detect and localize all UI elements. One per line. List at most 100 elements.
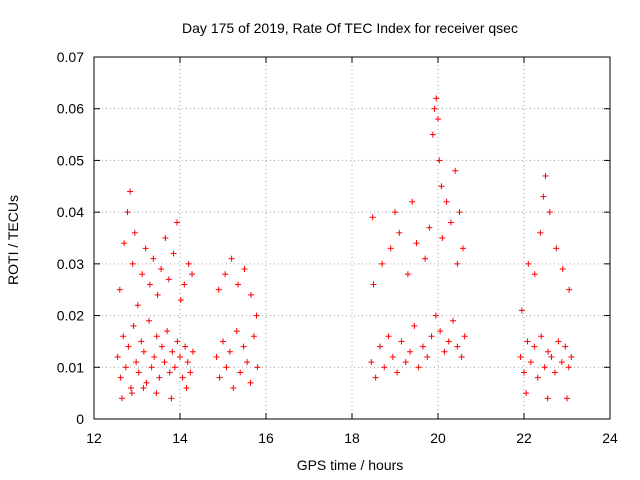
data-point — [379, 260, 386, 267]
data-point — [128, 390, 135, 397]
data-point — [555, 338, 562, 345]
data-point — [461, 333, 468, 340]
data-point — [562, 343, 569, 350]
y-tick-labels: 0 0.01 0.02 0.03 0.04 0.05 0.06 0.07 — [57, 49, 84, 427]
data-point — [253, 312, 260, 319]
x-tick-label: 16 — [258, 430, 274, 446]
data-point — [433, 95, 440, 102]
data-point — [116, 286, 123, 293]
chart-title: Day 175 of 2019, Rate Of TEC Index for r… — [182, 20, 518, 36]
y-tick-label: 0.03 — [57, 256, 84, 272]
data-point — [454, 343, 461, 350]
data-point — [402, 359, 409, 366]
data-point — [566, 286, 573, 293]
data-point — [134, 302, 141, 309]
data-point — [413, 240, 420, 247]
data-point — [521, 369, 527, 376]
data-point — [435, 116, 441, 123]
y-tick-label: 0.02 — [57, 308, 84, 324]
data-point — [370, 281, 377, 288]
data-point — [183, 384, 190, 391]
data-point — [429, 131, 436, 138]
data-point — [182, 343, 189, 350]
data-point — [140, 384, 147, 391]
data-point — [146, 281, 153, 288]
data-point — [381, 364, 388, 371]
x-tick-label: 20 — [430, 430, 446, 446]
y-tick-label: 0.01 — [57, 359, 84, 375]
data-point — [222, 271, 229, 278]
data-point — [127, 188, 134, 195]
data-point — [179, 374, 186, 381]
data-point — [456, 209, 463, 216]
data-point — [437, 328, 444, 335]
data-point — [565, 364, 572, 371]
data-point — [241, 266, 248, 273]
data-point — [450, 317, 457, 324]
data-point — [392, 209, 398, 216]
data-point — [143, 379, 150, 386]
data-point — [216, 374, 223, 381]
data-point — [161, 359, 168, 366]
data-point — [173, 219, 180, 226]
data-point — [158, 343, 165, 350]
y-axis-label: ROTI / TECUs — [5, 195, 21, 285]
data-point — [459, 245, 466, 252]
data-point — [169, 348, 176, 355]
x-tick-label: 12 — [86, 430, 102, 446]
data-point — [165, 276, 172, 283]
data-point — [181, 281, 188, 288]
data-point — [235, 281, 242, 288]
data-point — [247, 379, 254, 386]
data-point — [153, 333, 160, 340]
x-tick-label: 14 — [172, 430, 188, 446]
x-tick-label: 18 — [344, 430, 360, 446]
data-point — [428, 333, 435, 340]
data-point — [127, 384, 134, 391]
data-point — [215, 286, 222, 293]
data-point — [553, 245, 560, 252]
data-point — [174, 338, 181, 345]
y-tick-label: 0.06 — [57, 101, 84, 117]
data-point — [568, 353, 575, 360]
data-point — [138, 338, 145, 345]
data-point — [240, 343, 247, 350]
data-point — [396, 229, 403, 236]
data-point — [247, 291, 254, 298]
data-point — [148, 364, 155, 371]
data-point — [452, 167, 459, 174]
data-point — [114, 353, 121, 360]
data-point — [171, 364, 178, 371]
data-point — [376, 343, 383, 350]
data-point — [162, 235, 169, 241]
data-point — [150, 255, 157, 262]
data-point — [170, 250, 177, 257]
data-point — [168, 395, 175, 402]
data-point — [387, 245, 394, 252]
data-point — [438, 183, 445, 190]
data-point — [537, 229, 544, 236]
data-point — [213, 353, 220, 360]
data-point — [250, 333, 257, 340]
data-point — [226, 348, 233, 355]
data-point — [117, 374, 124, 381]
data-point — [146, 317, 153, 324]
data-point — [441, 348, 448, 355]
data-point — [237, 369, 244, 376]
data-point — [454, 260, 461, 267]
data-point — [523, 390, 530, 397]
data-point — [187, 369, 194, 376]
data-point — [122, 364, 129, 371]
data-point — [436, 157, 443, 164]
data-point — [409, 198, 416, 205]
data-point — [189, 348, 196, 355]
data-point — [525, 260, 532, 267]
data-point — [177, 297, 184, 304]
data-point — [538, 333, 545, 340]
data-point — [542, 172, 549, 179]
y-tick-label: 0 — [76, 411, 84, 427]
data-point — [166, 369, 173, 376]
data-point — [432, 312, 439, 319]
data-point — [394, 369, 401, 376]
